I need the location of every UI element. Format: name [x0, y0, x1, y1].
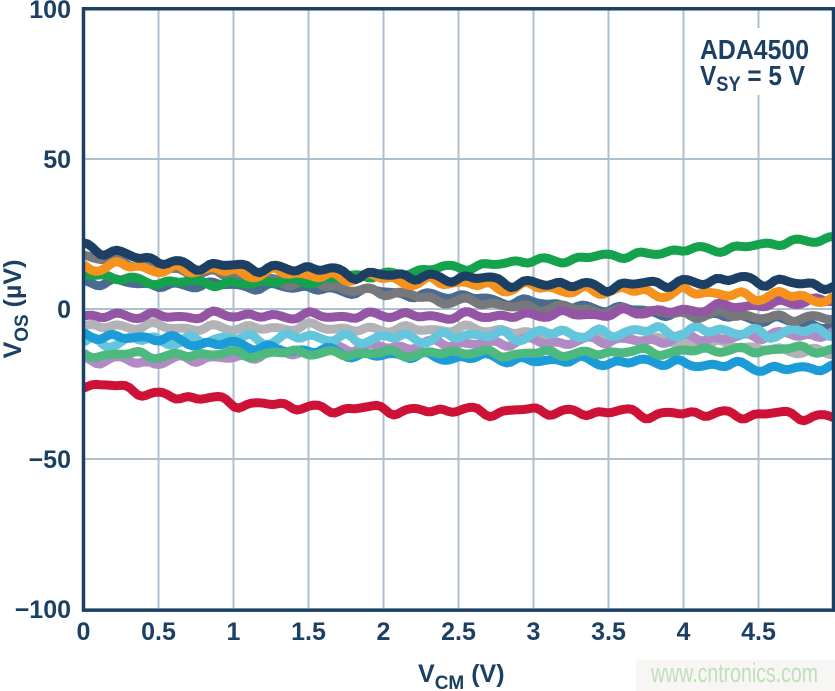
svg-text:ADA4500: ADA4500 — [700, 34, 809, 65]
svg-text:−50: −50 — [29, 446, 71, 474]
svg-text:0: 0 — [57, 296, 71, 324]
svg-text:4: 4 — [677, 618, 691, 646]
svg-text:0.5: 0.5 — [141, 618, 176, 646]
svg-text:4.5: 4.5 — [741, 618, 776, 646]
svg-text:3.5: 3.5 — [591, 618, 626, 646]
svg-text:2.5: 2.5 — [441, 618, 476, 646]
svg-text:2: 2 — [377, 618, 391, 646]
svg-text:3: 3 — [527, 618, 541, 646]
svg-text:VSY = 5 V: VSY = 5 V — [700, 60, 805, 96]
svg-text:100: 100 — [29, 0, 71, 24]
svg-text:0: 0 — [77, 618, 91, 646]
svg-text:www.cntronics.com: www.cntronics.com — [650, 658, 818, 688]
svg-text:1: 1 — [227, 618, 241, 646]
svg-text:1.5: 1.5 — [291, 618, 326, 646]
svg-text:50: 50 — [43, 146, 71, 174]
svg-text:−100: −100 — [15, 596, 71, 624]
svg-text:VOS (µV): VOS (µV) — [0, 260, 33, 359]
